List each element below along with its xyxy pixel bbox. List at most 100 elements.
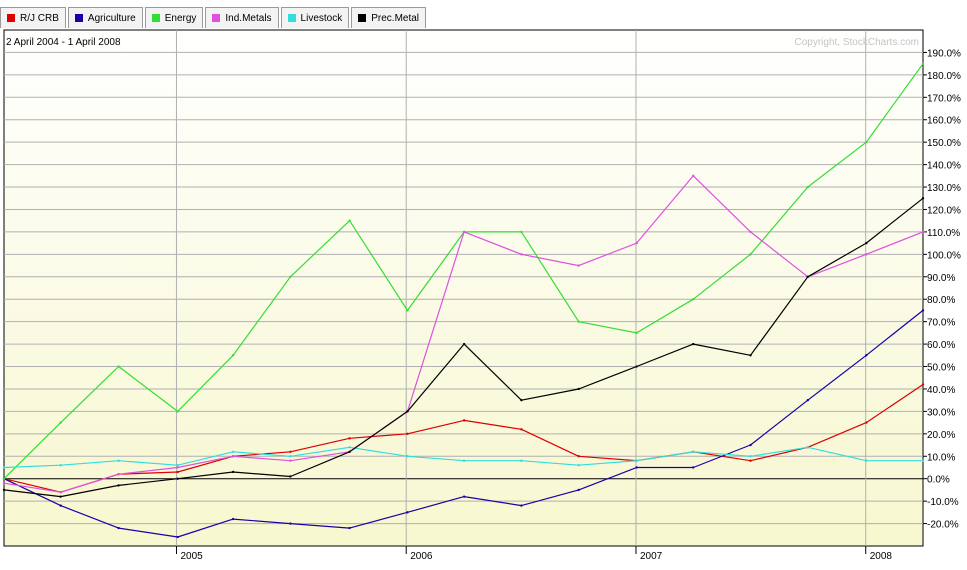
legend-swatch — [151, 14, 160, 22]
y-tick-label: 40.0% — [927, 385, 955, 396]
data-point — [117, 459, 120, 462]
data-point — [921, 230, 925, 234]
data-point — [59, 490, 62, 494]
data-point — [176, 410, 179, 413]
data-point — [2, 466, 6, 469]
data-point — [231, 450, 235, 453]
legend-swatch — [358, 14, 367, 22]
y-tick-label: 170.0% — [927, 93, 961, 104]
legend-label: Energy — [164, 12, 197, 24]
data-point — [635, 241, 638, 245]
y-tick-label: 90.0% — [927, 273, 955, 284]
data-point — [865, 421, 868, 424]
data-point — [59, 504, 62, 507]
data-point — [231, 470, 235, 474]
data-point — [176, 470, 179, 474]
data-point — [635, 331, 638, 335]
data-point — [59, 464, 62, 467]
x-tick-label: 2007 — [640, 551, 663, 562]
y-tick-label: 150.0% — [927, 138, 961, 149]
data-point — [462, 495, 466, 498]
data-point — [176, 535, 179, 539]
data-point — [921, 459, 925, 462]
y-tick-label: 10.0% — [927, 452, 955, 463]
data-point — [577, 264, 580, 267]
data-point — [577, 455, 580, 458]
y-tick-label: 180.0% — [927, 71, 961, 82]
data-point — [865, 253, 868, 256]
legend-label: Ind.Metals — [225, 12, 272, 24]
legend-label: Livestock — [300, 12, 343, 24]
y-tick-label: 130.0% — [927, 183, 961, 194]
data-point — [117, 473, 120, 476]
data-point — [176, 464, 179, 467]
legend-item[interactable]: Prec.Metal — [351, 7, 427, 28]
legend-swatch — [74, 14, 83, 22]
legend-label: Prec.Metal — [371, 12, 420, 24]
legend-swatch — [7, 14, 15, 22]
data-point — [520, 398, 523, 402]
data-point — [749, 455, 752, 458]
data-point — [520, 504, 523, 507]
data-point — [348, 450, 351, 453]
plot-area — [3, 29, 924, 547]
data-point — [749, 459, 752, 462]
data-point — [348, 437, 351, 440]
data-point — [2, 481, 6, 485]
data-point — [2, 477, 6, 480]
data-point — [865, 459, 868, 462]
y-tick-label: 160.0% — [927, 116, 961, 127]
y-tick-label: -20.0% — [927, 520, 959, 531]
y-tick-label: 190.0% — [927, 48, 961, 59]
y-tick-label: 70.0% — [927, 318, 955, 329]
legend-label: R/J CRB — [20, 12, 59, 24]
data-point — [59, 421, 62, 424]
data-point — [806, 275, 810, 278]
data-point — [406, 410, 409, 413]
data-point — [749, 354, 752, 357]
y-tick-label: 60.0% — [927, 340, 955, 351]
chart-subtitle: 2 April 2004 - 1 April 2008 — [6, 37, 121, 48]
legend-item[interactable]: Agriculture — [67, 7, 143, 28]
data-point — [406, 432, 409, 436]
y-tick-label: -10.0% — [927, 497, 959, 508]
data-point — [520, 230, 523, 234]
data-point — [289, 522, 292, 525]
legend-item[interactable]: Energy — [144, 7, 204, 28]
data-point — [921, 383, 925, 386]
data-point — [289, 475, 292, 478]
data-point — [117, 365, 120, 368]
data-point — [231, 517, 235, 521]
legend-label: Agriculture — [87, 12, 136, 24]
data-point — [577, 387, 580, 391]
data-point — [289, 450, 292, 453]
y-tick-label: 20.0% — [927, 430, 955, 441]
legend-item[interactable]: Ind.Metals — [205, 7, 279, 28]
data-point — [289, 275, 292, 278]
legend-swatch — [287, 14, 296, 22]
data-point — [2, 488, 6, 492]
data-point — [520, 253, 523, 256]
legend-item[interactable]: Livestock — [280, 7, 350, 28]
data-point — [865, 140, 868, 144]
data-point — [749, 443, 752, 447]
data-point — [806, 185, 810, 189]
data-point — [462, 342, 466, 346]
data-point — [462, 230, 466, 234]
legend-item[interactable]: R/J CRB — [0, 7, 66, 28]
data-point — [749, 230, 752, 234]
data-point — [692, 342, 695, 346]
data-point — [59, 495, 62, 498]
data-point — [231, 455, 235, 458]
data-point — [462, 419, 466, 422]
x-tick-label: 2008 — [870, 551, 893, 562]
data-point — [289, 455, 292, 458]
data-point — [520, 428, 523, 431]
data-point — [176, 477, 179, 480]
data-point — [348, 219, 351, 222]
data-point — [231, 354, 235, 357]
y-tick-label: 0.0% — [927, 475, 950, 486]
y-tick-label: 120.0% — [927, 205, 961, 216]
